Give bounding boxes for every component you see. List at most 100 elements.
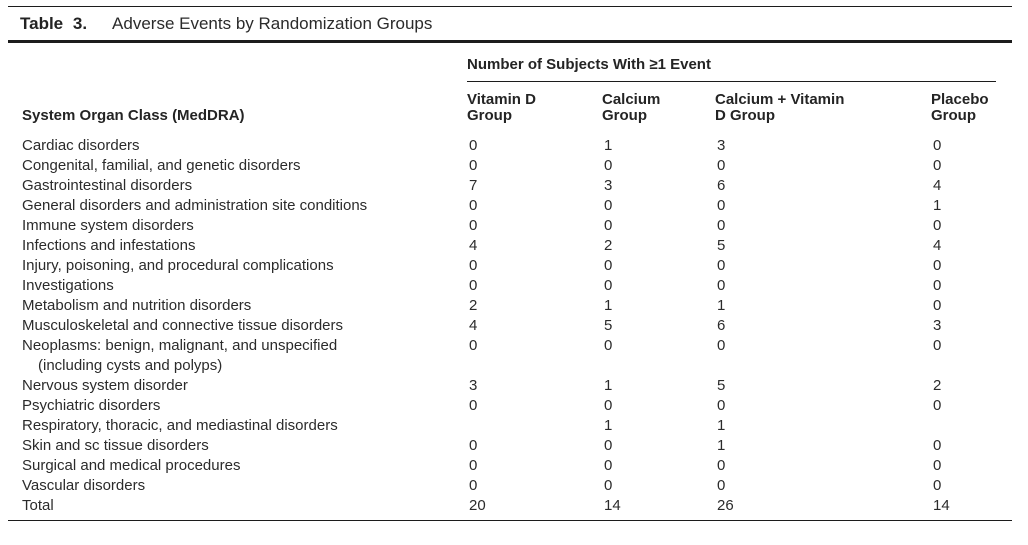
cell-vitamin-d-value: 0	[469, 217, 478, 234]
cell-calcium-vitamin-d-value: 0	[717, 257, 726, 274]
row-label: Cardiac disorders	[22, 137, 140, 154]
row-label: Nervous system disorder	[22, 377, 188, 394]
table-row: Infections and infestations 4 2 5 4	[8, 236, 1012, 256]
cell-calcium-vitamin-d-value: 0	[717, 217, 726, 234]
row-label-cell: Immune system disorders	[8, 216, 467, 236]
table-row: Investigations 0 0 0 0	[8, 276, 1012, 296]
cell-calcium-vitamin-d-value: 0	[717, 337, 726, 354]
col-header-line: Vitamin D	[467, 91, 536, 108]
cell-calcium-value: 1	[604, 137, 613, 154]
row-label-cell: Surgical and medical procedures	[8, 456, 467, 476]
col-header-line: Calcium + Vitamin	[715, 91, 845, 108]
cell-calcium-vitamin-d-value: 1	[717, 437, 726, 454]
table-row: Injury, poisoning, and procedural compli…	[8, 256, 1012, 276]
table3-container: Table 3. Adverse Events by Randomization…	[8, 6, 1013, 521]
table-row: Neoplasms: benign, malignant, and unspec…	[8, 336, 1012, 376]
cell-calcium-vitamin-d-value: 6	[717, 177, 726, 194]
table-row: Respiratory, thoracic, and mediastinal d…	[8, 416, 1012, 436]
row-label: Skin and sc tissue disorders	[22, 437, 209, 454]
row-label: Gastrointestinal disorders	[22, 177, 193, 194]
cell-placebo-value: 0	[933, 477, 942, 494]
cell-calcium-value: 0	[604, 337, 613, 354]
row-label-cell: General disorders and administration sit…	[8, 196, 467, 216]
row-label: Congenital, familial, and genetic disord…	[22, 157, 301, 174]
col-header-vitamin-d-group: Vitamin D Group	[467, 82, 602, 133]
row-label: Vascular disorders	[22, 477, 146, 494]
cell-placebo-value: 14	[933, 497, 950, 514]
row-label-cell: Respiratory, thoracic, and mediastinal d…	[8, 416, 467, 436]
table-row: Metabolism and nutrition disorders 2 1 1…	[8, 296, 1012, 316]
col-header-line: Group	[602, 107, 647, 124]
row-label-cell: Nervous system disorder	[8, 376, 467, 396]
cell-calcium-vitamin-d-value: 5	[717, 377, 726, 394]
cell-vitamin-d-value: 0	[469, 157, 478, 174]
cell-placebo-value: 0	[933, 157, 942, 174]
cell-calcium-value: 0	[604, 437, 613, 454]
cell-calcium-value: 0	[604, 157, 613, 174]
cell-placebo-value: 0	[933, 137, 942, 154]
row-label-cell: Cardiac disorders	[8, 133, 467, 156]
cell-calcium-value: 1	[604, 377, 613, 394]
cell-calcium-value: 0	[604, 397, 613, 414]
cell-calcium-vitamin-d-value: 0	[717, 397, 726, 414]
row-label-cell: Vascular disorders	[8, 476, 467, 496]
row-label: General disorders and administration sit…	[22, 197, 368, 214]
cell-placebo-value: 0	[933, 297, 942, 314]
cell-vitamin-d-value: 0	[469, 437, 478, 454]
cell-vitamin-d-value: 4	[469, 237, 478, 254]
row-label: Surgical and medical procedures	[22, 457, 241, 474]
cell-calcium-value: 0	[604, 457, 613, 474]
row-label: Respiratory, thoracic, and mediastinal d…	[22, 417, 338, 434]
row-label-cell: Neoplasms: benign, malignant, and unspec…	[8, 336, 467, 376]
cell-vitamin-d-value: 0	[469, 277, 478, 294]
table-row: Psychiatric disorders 0 0 0 0	[8, 396, 1012, 416]
row-label-cell: Congenital, familial, and genetic disord…	[8, 156, 467, 176]
col-header-calcium-group: Calcium Group	[602, 82, 715, 133]
cell-placebo-value: 0	[933, 257, 942, 274]
cell-placebo-value: 0	[933, 337, 942, 354]
row-label: Immune system disorders	[22, 217, 194, 234]
row-label: Neoplasms: benign, malignant, and unspec…	[22, 337, 338, 354]
cell-placebo-value: 1	[933, 197, 942, 214]
cell-calcium-vitamin-d-value: 0	[717, 277, 726, 294]
table-row: Cardiac disorders 0 1 3 0	[8, 133, 1012, 156]
table-caption: Table 3. Adverse Events by Randomization…	[8, 7, 1012, 40]
cell-vitamin-d-value: 20	[469, 497, 486, 514]
table-row: General disorders and administration sit…	[8, 196, 1012, 216]
cell-calcium-vitamin-d-value: 6	[717, 317, 726, 334]
cell-placebo-value: 3	[933, 317, 942, 334]
cell-calcium-value: 2	[604, 237, 613, 254]
cell-vitamin-d-value: 0	[469, 197, 478, 214]
cell-calcium-value: 0	[604, 257, 613, 274]
cell-calcium-value: 0	[604, 477, 613, 494]
cell-calcium-value: 0	[604, 197, 613, 214]
cell-calcium-value: 1	[604, 417, 613, 434]
row-label: Musculoskeletal and connective tissue di…	[22, 317, 343, 334]
row-label-cell: Psychiatric disorders	[8, 396, 467, 416]
stub-header: System Organ Class (MedDRA)	[22, 107, 245, 124]
col-header-placebo-group: Placebo Group	[931, 82, 1012, 133]
row-label: Psychiatric disorders	[22, 397, 161, 414]
table-row: Musculoskeletal and connective tissue di…	[8, 316, 1012, 336]
cell-calcium-value: 1	[604, 297, 613, 314]
cell-calcium-value: 3	[604, 177, 613, 194]
cell-vitamin-d-value: 0	[469, 457, 478, 474]
cell-calcium-value: 0	[604, 217, 613, 234]
cell-calcium-vitamin-d-value: 3	[717, 137, 726, 154]
cell-placebo-value: 0	[933, 457, 942, 474]
row-label: Metabolism and nutrition disorders	[22, 297, 252, 314]
table-row: Surgical and medical procedures 0 0 0 0	[8, 456, 1012, 476]
col-header-line: Group	[931, 107, 976, 124]
cell-vitamin-d-value: 7	[469, 177, 478, 194]
row-label-cell: Metabolism and nutrition disorders	[8, 296, 467, 316]
cell-vitamin-d-value: 0	[469, 257, 478, 274]
table-row: Immune system disorders 0 0 0 0	[8, 216, 1012, 236]
row-label-cell: Musculoskeletal and connective tissue di…	[8, 316, 467, 336]
cell-placebo-value	[931, 416, 1012, 436]
spanner-row: Number of Subjects With ≥1 Event	[8, 42, 1012, 82]
col-header-line: Calcium	[602, 91, 661, 108]
cell-calcium-value: 0	[604, 277, 613, 294]
table-caption-label: Table 3.	[20, 13, 88, 33]
cell-calcium-vitamin-d-value: 1	[717, 297, 726, 314]
cell-calcium-vitamin-d-value: 0	[717, 477, 726, 494]
